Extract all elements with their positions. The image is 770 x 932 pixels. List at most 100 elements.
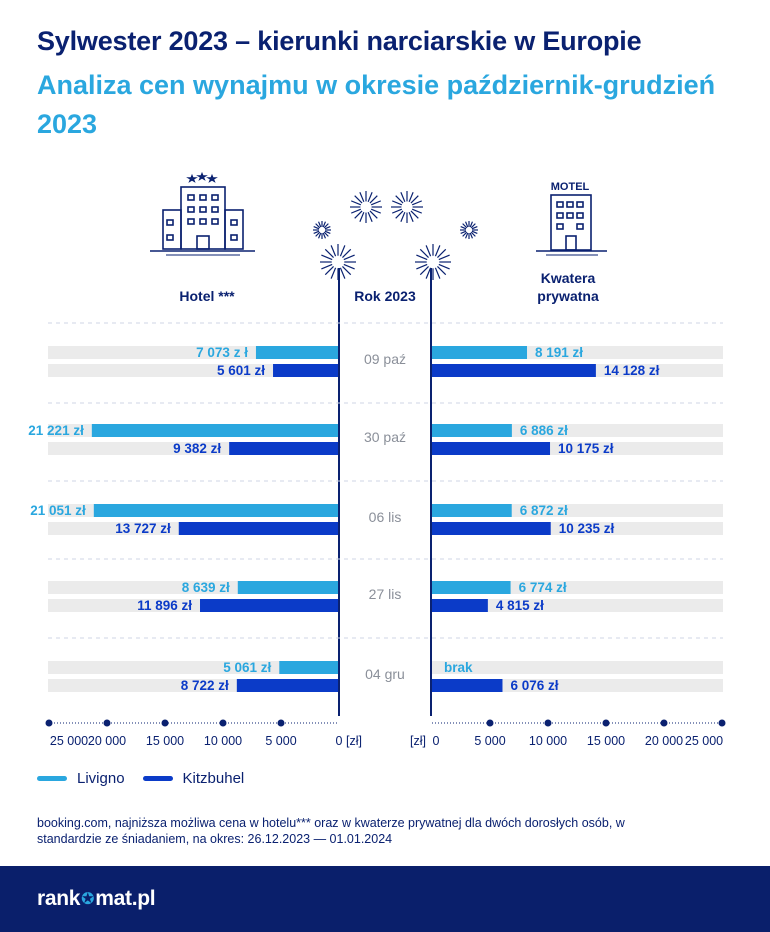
header-private-line2: prywatna <box>537 288 599 304</box>
axis-tick-label-left: 25 000 <box>50 734 88 748</box>
axis-tick-label-right: 5 000 <box>474 734 505 748</box>
data-label: 7 073 z ł <box>196 345 248 360</box>
axis-tick-label-left: 10 000 <box>204 734 242 748</box>
firework-ray <box>315 231 321 237</box>
firework-ray <box>410 210 419 219</box>
chart-title: Sylwester 2023 – kierunki narciarskie w … <box>37 26 642 56</box>
firework-ray <box>323 231 329 237</box>
firework-ray <box>462 223 468 229</box>
data-label: 4 815 zł <box>496 598 544 613</box>
firework-ray <box>419 266 429 276</box>
bar-left-livigno <box>93 504 338 517</box>
firework-ray <box>434 267 441 279</box>
firework-ray <box>400 191 406 203</box>
bar-right-kitzbuhel <box>432 679 503 692</box>
bar-left-livigno <box>255 346 338 359</box>
bar-right-livigno <box>432 504 512 517</box>
data-label: 10 175 zł <box>558 441 614 456</box>
firework-ray <box>469 232 473 239</box>
firework-ray <box>462 231 468 237</box>
firework-ray <box>437 266 447 276</box>
firework-ray <box>330 267 337 279</box>
bar-left-kitzbuhel <box>273 364 338 377</box>
data-label: 8 639 zł <box>182 580 230 595</box>
firework-ray <box>400 211 406 223</box>
firework-ray <box>411 200 423 206</box>
axis-tick-label-right: 20 000 <box>645 734 683 748</box>
firework-ray <box>460 230 467 234</box>
axis-unit-right: [zł] <box>410 734 426 748</box>
bar-track <box>48 661 338 674</box>
firework-ray <box>370 208 382 214</box>
axis-tick-label-left: 15 000 <box>146 734 184 748</box>
firework-ray <box>359 191 365 203</box>
firework-ray <box>434 245 441 257</box>
source-footnote: booking.com, najniższa możliwa cena w ho… <box>37 816 625 846</box>
axis-tick-label-left: 20 000 <box>88 734 126 748</box>
firework-ray <box>425 245 432 257</box>
firework-ray <box>313 226 320 230</box>
firework-ray <box>350 200 362 206</box>
fireworks-icon <box>313 191 478 280</box>
logo-text-right: mat.pl <box>95 887 156 910</box>
firework-ray <box>370 200 382 206</box>
firework-ray <box>313 230 320 234</box>
bar-left-kitzbuhel <box>229 442 338 455</box>
chart-subtitle: Analiza cen wynajmu w okresie październi… <box>37 70 716 139</box>
category-label: 27 lis <box>369 586 402 602</box>
bar-track <box>432 661 723 674</box>
data-label: 6 774 zł <box>519 580 567 595</box>
firework-ray <box>342 248 352 258</box>
axis-unit-left: [zł] <box>346 734 362 748</box>
legend-label-livigno: Livigno <box>77 770 125 787</box>
firework-ray <box>343 254 355 261</box>
bar-right-kitzbuhel <box>432 364 596 377</box>
data-label: 9 382 zł <box>173 441 221 456</box>
axis-tick-dot <box>486 719 494 727</box>
firework-ray <box>324 248 334 258</box>
legend: Livigno Kitzbuhel <box>37 770 262 787</box>
legend-swatch-kitzbuhel <box>142 776 173 781</box>
legend-item-kitzbuhel: Kitzbuhel <box>142 770 245 787</box>
firework-ray <box>322 221 326 228</box>
firework-ray <box>408 191 414 203</box>
bar-left-kitzbuhel <box>200 599 338 612</box>
data-label: brak <box>444 660 473 675</box>
axis-tick-label-right: 15 000 <box>587 734 625 748</box>
motel-sign-label: MOTEL <box>551 181 590 193</box>
brand-logo[interactable]: rank ✪ mat.pl <box>37 887 156 911</box>
firework-ray <box>369 210 378 219</box>
firework-ray <box>416 263 428 270</box>
axis-tick-label-right: 0 <box>433 734 440 748</box>
firework-ray <box>391 208 403 214</box>
data-label: 21 221 zł <box>28 423 84 438</box>
legend-swatch-livigno <box>37 776 67 781</box>
firework-ray <box>369 195 378 204</box>
firework-ray <box>321 263 333 270</box>
data-label: 6 886 zł <box>520 423 568 438</box>
bar-left-livigno <box>91 424 339 437</box>
firework-ray <box>330 245 337 257</box>
category-label: 09 paź <box>364 351 406 367</box>
bar-left-livigno <box>279 661 338 674</box>
firework-ray <box>354 195 363 204</box>
axis-tick-label-right: 10 000 <box>529 734 567 748</box>
bar-track <box>48 364 338 377</box>
firework-ray <box>324 266 334 276</box>
firework-ray <box>324 230 331 234</box>
firework-ray <box>460 226 467 230</box>
firework-ray <box>395 210 404 219</box>
data-label: 10 235 zł <box>559 521 615 536</box>
firework-ray <box>465 221 469 228</box>
legend-label-kitzbuhel: Kitzbuhel <box>182 770 245 787</box>
category-label: 06 lis <box>369 509 402 525</box>
legend-item-livigno: Livigno <box>37 770 125 787</box>
firework-ray <box>425 267 432 279</box>
logo-text-left: rank <box>37 887 81 910</box>
firework-ray <box>411 208 423 214</box>
axis-tick-dot <box>718 719 726 727</box>
axis-tick-dot <box>219 719 227 727</box>
firework-ray <box>339 267 346 279</box>
bar-right-livigno <box>432 581 511 594</box>
data-label: 11 896 zł <box>137 598 192 613</box>
